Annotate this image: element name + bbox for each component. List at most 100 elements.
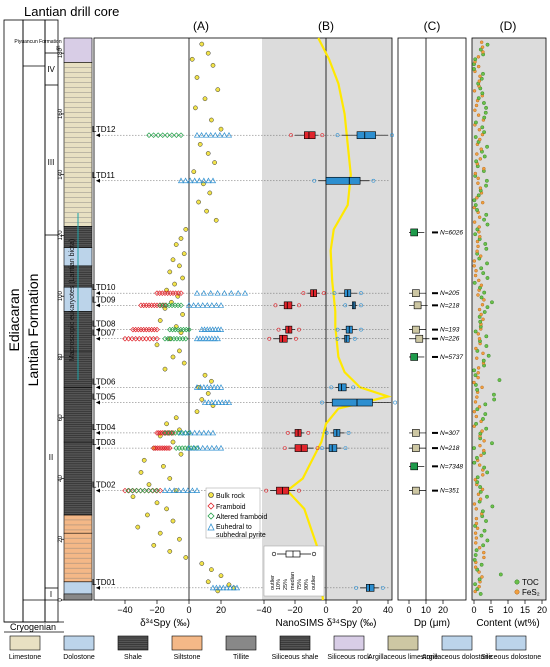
toc-point (475, 475, 480, 480)
sample-label: LTD07 (92, 329, 116, 338)
euhedral-point (208, 335, 215, 342)
euhedral-point (187, 177, 194, 184)
fes2-point (472, 264, 476, 268)
legend-outlier-l: outlier (270, 575, 276, 590)
sample-label: LTD06 (92, 377, 116, 386)
dp-box (412, 486, 420, 495)
euhedral-point (166, 487, 173, 493)
bulk-rock-point (151, 542, 157, 548)
bulk-rock-point (177, 348, 182, 354)
fes2-point (476, 181, 480, 185)
toc-point (485, 42, 490, 47)
legend-bulk: Bulk rock (216, 493, 245, 500)
legend-framboid: Framboid (216, 504, 246, 511)
fes2-point (477, 570, 481, 574)
sample-arrow (96, 446, 100, 451)
toc-point (485, 261, 489, 266)
euhedral-point (213, 302, 220, 308)
lithology-layer (63, 387, 93, 443)
toc-point (498, 572, 503, 577)
depth-tick-label: 60 (58, 414, 64, 421)
bulk-rock-point (170, 439, 176, 445)
x-tick-label: 20 (352, 605, 362, 615)
lithology-swatch (9, 635, 41, 651)
toc-point (484, 105, 488, 110)
euhedral-point (185, 444, 193, 451)
toc-point (480, 91, 485, 96)
fes2-point (478, 443, 482, 448)
altered-framboid-point (125, 487, 131, 494)
altered-framboid-point (129, 487, 136, 494)
euhedral-point (213, 444, 220, 451)
fes2-point (481, 473, 485, 477)
fes2-point (476, 244, 480, 249)
box-outlier (359, 291, 363, 296)
fes2-point (474, 541, 478, 545)
box-outlier (332, 291, 337, 296)
toc-point (474, 548, 479, 553)
toc-point (478, 319, 483, 324)
fes2-point (482, 550, 486, 555)
bulk-rock-point (167, 476, 173, 481)
box-outlier (264, 488, 269, 493)
fes2-point (475, 526, 480, 531)
box-iqr (325, 176, 361, 185)
bulk-rock-point (181, 360, 187, 366)
euhedral-point (180, 487, 187, 493)
fes2-point (476, 375, 480, 380)
toc-point (476, 193, 481, 198)
fes2-point (482, 448, 486, 453)
euhedral-point (195, 302, 202, 308)
lithology-legend-label: Siltstone (174, 654, 201, 661)
fes2-point (480, 575, 484, 579)
toc-point (475, 208, 479, 212)
euhedral-point (200, 429, 207, 436)
toc-point (490, 504, 495, 509)
euhedral-point (197, 384, 204, 390)
dp-count-label: N=218 (440, 445, 460, 452)
box-iqr (279, 334, 288, 343)
box-outlier (343, 303, 348, 308)
toc-point (482, 154, 487, 159)
lithology-legend-label: Siliceous shale (272, 654, 319, 661)
toc-point (482, 130, 487, 135)
fes2-point (472, 409, 477, 414)
dp-count-label: N=6026 (440, 229, 463, 236)
euhedral-point (205, 177, 212, 184)
lithology-swatch (63, 635, 95, 651)
euhedral-point (196, 335, 204, 342)
box-outlier (273, 303, 278, 308)
bulk-rock-point (209, 567, 214, 572)
depth-unit-label: m (56, 46, 62, 51)
fes2-point (482, 555, 486, 560)
toc-point (478, 485, 483, 489)
x-tick-label: 0 (471, 605, 476, 615)
fes2-point (477, 405, 482, 409)
legend-altered: Altered framboid (216, 514, 267, 521)
fes2-point (479, 453, 483, 458)
bulk-rock-point (178, 451, 184, 457)
toc-point (473, 135, 478, 139)
euhedral-point (161, 487, 169, 493)
panel-b-boxes (264, 131, 398, 592)
fes2-point (472, 89, 477, 93)
fes2-point (478, 234, 482, 239)
box-outlier (320, 133, 325, 138)
sample-arrow (96, 400, 100, 405)
euhedral-point (205, 335, 212, 342)
fes2-point (480, 385, 484, 390)
euhedral-point (212, 131, 219, 138)
toc-point (472, 67, 476, 71)
lithology-swatch (171, 635, 203, 651)
legend-p75: 75% (297, 579, 303, 590)
bulk-rock-point (146, 482, 152, 487)
fes2-point (473, 171, 478, 176)
fes2-point (481, 351, 485, 356)
bulk-rock-point (130, 494, 136, 500)
euhedral-point (216, 131, 223, 138)
lithology-legend-label: Siliceous rock (327, 654, 371, 661)
toc-point (485, 494, 489, 499)
panel-d-label: (D) (500, 19, 517, 33)
euhedral-point (171, 487, 178, 493)
biota-note: Macroscopic eukaryotes (Lantian biota) (69, 239, 76, 361)
